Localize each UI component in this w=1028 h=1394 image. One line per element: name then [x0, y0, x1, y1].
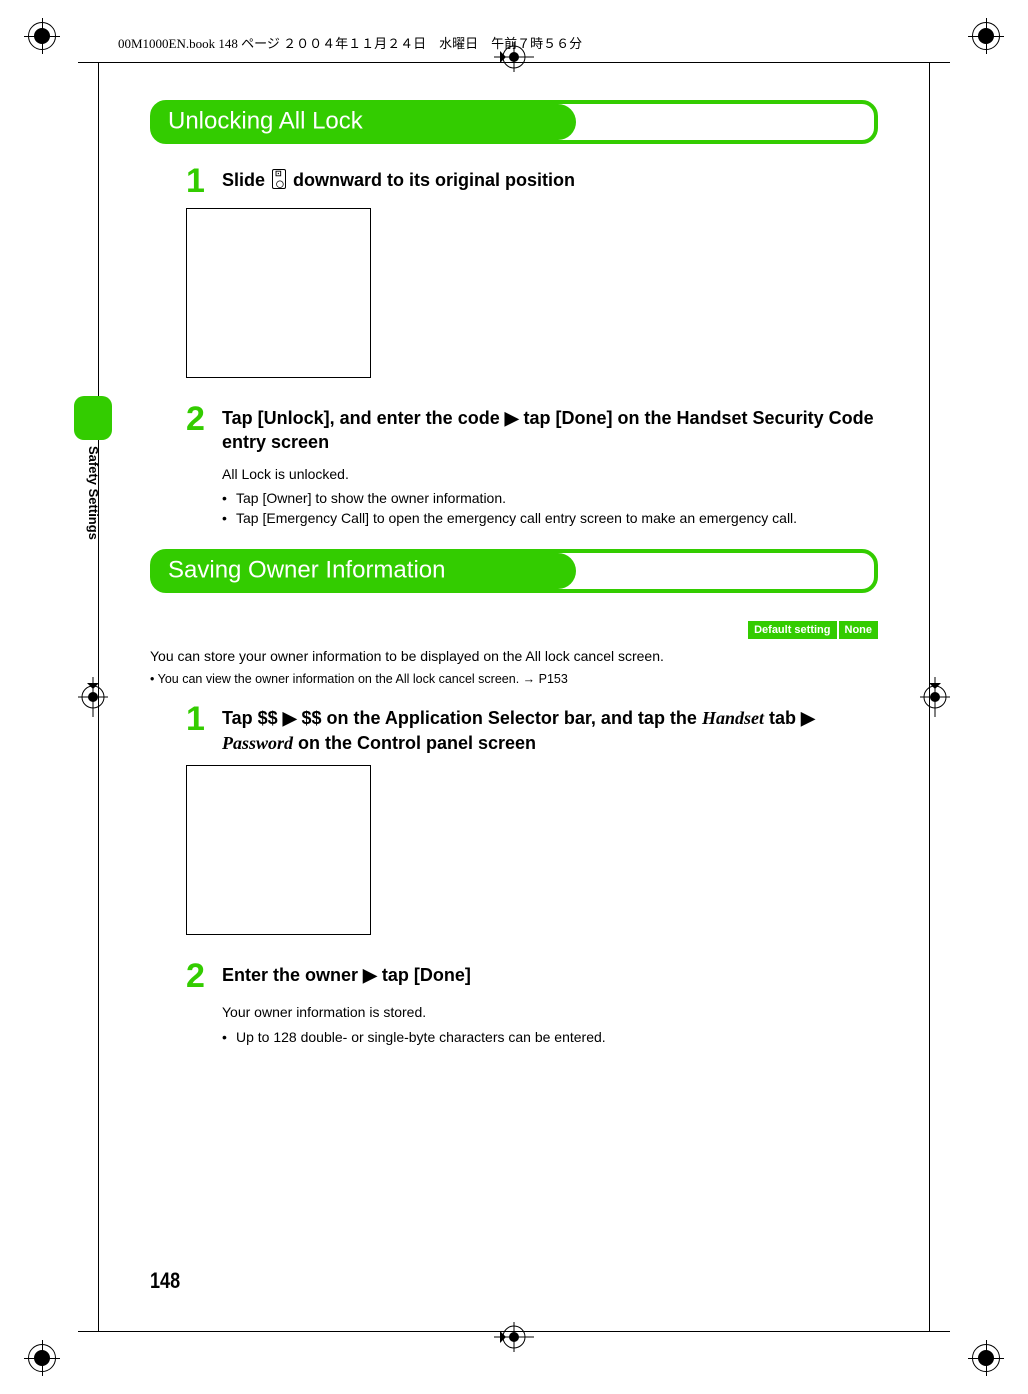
step-text: Tap $$ ▶ $$ on the Application Selector … [222, 702, 878, 755]
section2-step2: 2 Enter the owner ▶ tap [Done] [186, 959, 878, 993]
section-heading-saving-owner: Saving Owner Information [150, 549, 878, 593]
section2-intro: You can store your owner information to … [150, 647, 878, 667]
side-tab-label: Safety Settings [86, 446, 101, 540]
section2-step1: 1 Tap $$ ▶ $$ on the Application Selecto… [186, 702, 878, 755]
side-mark-right [920, 677, 950, 717]
section1-step2: 2 Tap [Unlock], and enter the code ▶ tap… [186, 402, 878, 455]
page-content: Safety Settings Unlocking All Lock 1 Sli… [150, 100, 878, 1294]
registration-mark-tl [28, 22, 56, 50]
bullet-item: Tap [Emergency Call] to open the emergen… [222, 508, 878, 528]
default-setting-label: Default setting [748, 621, 836, 639]
bullet-item: Tap [Owner] to show the owner informatio… [222, 488, 878, 508]
step1-text-after: downward to its original position [288, 170, 575, 190]
registration-mark-tr [972, 22, 1000, 50]
s2s1-italic1: Handset [702, 708, 764, 728]
screenshot-placeholder-2 [186, 765, 371, 935]
step-text: Slide downward to its original position [222, 164, 878, 198]
step-number: 2 [186, 402, 222, 455]
step1-text-before: Slide [222, 170, 270, 190]
page-number: 148 [150, 1268, 180, 1294]
section1-bullets: Tap [Owner] to show the owner informatio… [222, 488, 878, 529]
step-text: Tap [Unlock], and enter the code ▶ tap [… [222, 402, 878, 455]
side-mark-bottom [494, 1322, 534, 1352]
registration-mark-br [972, 1344, 1000, 1372]
step-number: 2 [186, 959, 222, 993]
section-heading-unlocking: Unlocking All Lock [150, 100, 878, 144]
registration-mark-bl [28, 1344, 56, 1372]
section2-bullets: Up to 128 double- or single-byte charact… [222, 1027, 878, 1047]
s2s1-part3: on the Control panel screen [293, 733, 536, 753]
default-setting-badge: Default setting None [748, 621, 878, 639]
step-text: Enter the owner ▶ tap [Done] [222, 959, 878, 993]
section2-subnote: • You can view the owner information on … [150, 672, 878, 686]
section1-title: Unlocking All Lock [168, 107, 363, 135]
bullet-item: Up to 128 double- or single-byte charact… [222, 1027, 878, 1047]
section2-title: Saving Owner Information [168, 556, 445, 584]
section1-subtext: All Lock is unlocked. [222, 465, 878, 485]
step-number: 1 [186, 702, 222, 755]
s2s1-part1: Tap $$ ▶ $$ on the Application Selector … [222, 708, 702, 728]
step-number: 1 [186, 164, 222, 198]
s2s1-italic2: Password [222, 733, 293, 753]
side-tab-marker [74, 396, 112, 440]
default-setting-value: None [839, 621, 879, 639]
print-header-text: 00M1000EN.book 148 ページ ２００４年１１月２４日 水曜日 午… [118, 33, 582, 52]
side-chapter-tab: Safety Settings [74, 396, 112, 540]
s2s1-part2: tab ▶ [764, 708, 815, 728]
lock-slider-icon [272, 169, 286, 189]
section2-subtext2: Your owner information is stored. [222, 1003, 878, 1023]
screenshot-placeholder-1 [186, 208, 371, 378]
side-mark-left [78, 677, 108, 717]
section1-step1: 1 Slide downward to its original positio… [186, 164, 878, 198]
